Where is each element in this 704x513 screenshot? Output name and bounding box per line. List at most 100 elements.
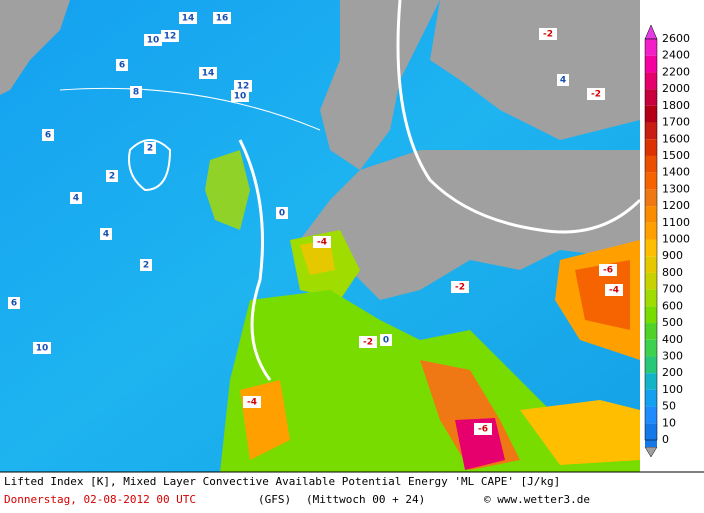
colorbar-swatch (645, 239, 657, 257)
contour-label: 2 (109, 172, 115, 182)
contour-label-box (276, 207, 288, 219)
footer-model: (GFS) (258, 493, 291, 506)
colorbar-overflow (644, 24, 658, 40)
contour-label-box (539, 28, 557, 40)
contour-label-box (243, 396, 261, 408)
colorbar-swatch (645, 139, 657, 156)
land-cape (300, 240, 335, 275)
colorbar-swatch (645, 39, 657, 56)
colorbar-label: 700 (662, 283, 683, 296)
contour-label-box (587, 88, 605, 100)
contour-label: 14 (182, 14, 195, 24)
land-cape (575, 260, 630, 330)
colorbar-label: 1000 (662, 233, 690, 246)
colorbar-label: 1800 (662, 99, 690, 112)
colorbar-label: 2000 (662, 82, 690, 95)
contour-label: 0 (383, 336, 389, 346)
land (430, 0, 640, 140)
contour-label: 12 (164, 32, 177, 42)
contour-label: 16 (216, 14, 229, 24)
colorbar-label: 100 (662, 383, 683, 396)
contour-label: 6 (119, 61, 125, 71)
colorbar-underflow (644, 446, 658, 458)
colorbar-label: 300 (662, 349, 683, 362)
contour-label: -2 (455, 283, 465, 293)
colorbar-swatch (645, 339, 657, 357)
footer-credit: © www.wetter3.de (484, 493, 590, 506)
colorbar-swatch (645, 289, 657, 307)
contour-label-box (474, 423, 492, 435)
contour-label-box (130, 86, 142, 98)
contour-label: -6 (603, 266, 613, 276)
contour-label-box (234, 80, 252, 92)
colorbar-swatch (645, 256, 657, 273)
contour-label: 4 (560, 76, 566, 86)
contour-label: 2 (147, 144, 153, 154)
colorbar-label: 0 (662, 433, 669, 446)
colorbar-label: 1100 (662, 216, 690, 229)
colorbar-swatch (645, 272, 657, 290)
land-cape (520, 400, 640, 465)
colorbar-swatch (645, 155, 657, 173)
contour-label: -2 (363, 338, 373, 348)
contour-label-box (179, 12, 197, 24)
colorbar-label: 50 (662, 400, 676, 413)
colorbar-label: 10 (662, 416, 676, 429)
contour-label-box (451, 281, 469, 293)
colorbar-label: 1300 (662, 182, 690, 195)
map (0, 0, 642, 472)
colorbar: 2600240022002000180017001600150014001300… (644, 24, 690, 458)
contour-label: -2 (543, 30, 553, 40)
isoline (128, 139, 172, 192)
contour-label: -4 (247, 398, 257, 408)
contour-label: 4 (73, 194, 79, 204)
contour-label: 6 (11, 299, 17, 309)
colorbar-swatch (645, 406, 657, 424)
contour-label: -2 (591, 90, 601, 100)
colorbar-swatch-tail (645, 440, 657, 447)
colorbar-swatch (645, 189, 657, 207)
colorbar-swatch (645, 356, 657, 374)
contour-label-box (144, 34, 162, 46)
colorbar-label: 800 (662, 266, 683, 279)
contour-label-box (8, 297, 20, 309)
contour-label: 2 (143, 261, 149, 271)
colorbar-swatch (645, 172, 657, 190)
contour-label: 14 (202, 69, 215, 79)
contour-label-box (599, 264, 617, 276)
land-cape (455, 418, 505, 470)
colorbar-swatch (645, 306, 657, 324)
colorbar-label: 600 (662, 299, 683, 312)
contour-label-box (161, 30, 179, 42)
contour-label: -6 (478, 425, 488, 435)
contour-label-box (140, 259, 152, 271)
colorbar-swatch (645, 89, 657, 106)
contour-label-box (557, 74, 569, 86)
contour-label: 10 (36, 344, 49, 354)
colorbar-label: 2200 (662, 65, 690, 78)
contour-label-box (380, 334, 392, 346)
colorbar-swatch (645, 72, 657, 90)
contour-label-box (231, 90, 249, 102)
colorbar-label: 1600 (662, 132, 690, 145)
colorbar-label: 1400 (662, 166, 690, 179)
colorbar-label: 2400 (662, 49, 690, 62)
contour-label: -4 (317, 238, 327, 248)
land (0, 0, 70, 95)
colorbar-swatch (645, 222, 657, 240)
land (300, 150, 640, 300)
footer-bg (0, 472, 704, 513)
isoline (59, 87, 321, 131)
colorbar-swatch (645, 323, 657, 340)
contour-label: 12 (237, 82, 250, 92)
contour-label: -4 (609, 286, 619, 296)
contour-label-box (199, 67, 217, 79)
footer-run: (Mittwoch 00 + 24) (306, 493, 425, 506)
isoline (396, 0, 642, 234)
colorbar-swatch (645, 122, 657, 140)
colorbar-swatch (645, 373, 657, 390)
colorbar-swatch (645, 105, 657, 123)
